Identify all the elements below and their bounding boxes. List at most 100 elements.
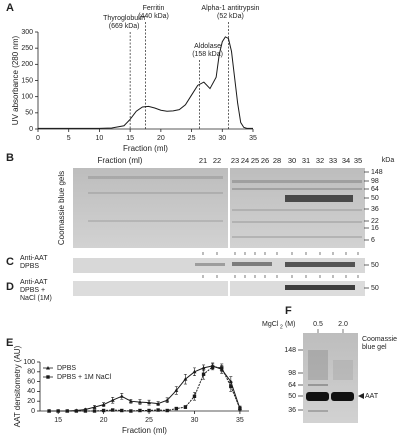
lane-label: 30 — [288, 156, 296, 165]
point — [220, 366, 224, 370]
panel-letter: E — [6, 337, 13, 349]
point — [165, 408, 169, 413]
point — [174, 406, 179, 411]
y-tick-label: 0 — [29, 126, 33, 133]
lane-label: 21 — [199, 156, 207, 165]
x-axis-label: Fraction (ml) — [123, 144, 168, 153]
point — [156, 408, 160, 412]
mw-marker: 50 — [371, 195, 379, 202]
x-tick-label: 10 — [96, 135, 104, 142]
legend-marker — [46, 375, 50, 379]
side-label: blue gel — [362, 344, 387, 351]
blot-label: Anti-AAT — [20, 279, 48, 286]
point — [156, 401, 161, 406]
point — [183, 377, 188, 381]
point — [238, 406, 242, 411]
point — [183, 405, 188, 409]
lane-label: 0.5 — [313, 321, 323, 328]
x-tick-label: 25 — [188, 135, 196, 142]
lane-label: 2.0 — [338, 321, 348, 328]
point — [74, 409, 79, 413]
blot-label: Anti-AAT — [20, 255, 48, 262]
point — [47, 409, 51, 413]
band-arrow — [358, 393, 364, 399]
point — [101, 402, 106, 407]
y-axis-label: AAT densitometry (AU) — [13, 345, 22, 427]
point — [192, 369, 197, 374]
gel-d — [73, 281, 365, 296]
side-label: Coomassie — [362, 336, 397, 343]
y-tick-label: 250 — [21, 45, 33, 52]
series-line — [49, 366, 241, 412]
y-tick-label: 100 — [23, 359, 35, 366]
mw-marker: 64 — [288, 382, 296, 389]
marker-label: Ferritin — [143, 5, 165, 12]
band-label: AAT — [365, 393, 379, 400]
mw-marker: 50 — [371, 285, 379, 292]
mw-marker: 64 — [371, 186, 379, 193]
y-tick-label: 50 — [25, 110, 33, 117]
lane-label: 25 — [251, 156, 259, 165]
mw-marker: 98 — [371, 178, 379, 185]
lane-header-unit: (M) — [283, 321, 295, 328]
mw-marker: 148 — [371, 169, 383, 176]
point — [147, 408, 151, 413]
point — [138, 408, 142, 413]
gel-f — [303, 333, 358, 423]
marker-label: (669 kDa) — [109, 23, 140, 30]
mw-marker: 50 — [371, 262, 379, 269]
point — [129, 409, 133, 413]
lane-label: 24 — [241, 156, 249, 165]
x-tick-label: 15 — [54, 417, 62, 424]
point — [119, 394, 124, 398]
y-tick-label: 80 — [27, 369, 35, 376]
point — [147, 400, 152, 405]
mw-marker: 22 — [371, 218, 379, 225]
point — [110, 398, 115, 402]
point — [128, 399, 133, 403]
mw-marker: 98 — [288, 370, 296, 377]
panel-letter: C — [6, 256, 14, 268]
x-tick-label: 25 — [145, 417, 153, 424]
y-tick-label: 20 — [27, 398, 35, 405]
mw-marker: 16 — [371, 225, 379, 232]
side-label: Coomassie blue gels — [57, 171, 66, 245]
point — [92, 405, 97, 409]
marker-label: Alpha-1 antitrypsin — [201, 5, 259, 12]
y-tick-label: 300 — [21, 29, 33, 36]
point — [65, 409, 69, 413]
panel-letter: A — [6, 2, 14, 14]
blot-label: DPBS — [20, 263, 39, 270]
mw-marker: 36 — [288, 407, 296, 414]
blot-label: DPBS + — [20, 287, 45, 294]
lane-label: 28 — [273, 156, 281, 165]
unit-label: kDa — [382, 157, 395, 164]
lane-label: 22 — [213, 156, 221, 165]
y-axis-label: UV absorbance (280 nm) — [11, 35, 20, 125]
lane-label: 33 — [329, 156, 337, 165]
lane-label: 35 — [354, 156, 362, 165]
lane-label: 32 — [316, 156, 324, 165]
marker-label: Thyroglobulin — [103, 15, 145, 22]
marker-label: Aldolase — [194, 43, 221, 50]
uv-trace — [38, 36, 253, 129]
point — [137, 400, 142, 404]
mw-marker: 36 — [371, 206, 379, 213]
point — [56, 409, 60, 413]
point — [120, 408, 124, 413]
blot-label: NaCl (1M) — [20, 295, 52, 302]
point — [92, 409, 97, 413]
y-tick-label: 40 — [27, 388, 35, 395]
panel-letter: F — [285, 305, 292, 317]
point — [229, 384, 233, 389]
gel-c — [73, 258, 365, 273]
x-tick-label: 30 — [218, 135, 226, 142]
x-tick-label: 15 — [126, 135, 134, 142]
x-tick-label: 30 — [191, 417, 199, 424]
marker-label: (440 kDa) — [138, 13, 169, 20]
point — [83, 409, 88, 413]
lane-label: 31 — [302, 156, 310, 165]
lane-label: 34 — [342, 156, 350, 165]
x-tick-label: 0 — [36, 135, 40, 142]
